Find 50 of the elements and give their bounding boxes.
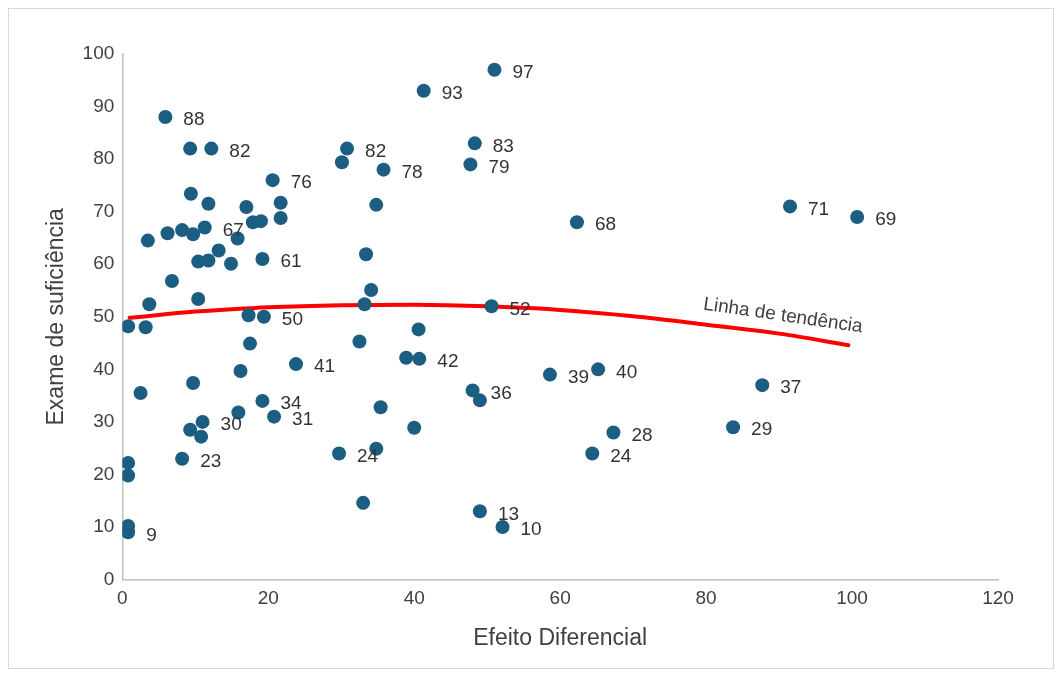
data-label: 97	[512, 61, 534, 82]
data-label: 67	[222, 218, 244, 240]
y-axis-title: Exame de suficiência	[42, 207, 69, 426]
data-label: 39	[567, 365, 590, 387]
data-label: 82	[229, 139, 251, 161]
data-label: 82	[365, 139, 387, 161]
data-label: 24	[357, 444, 379, 466]
data-label: 10	[520, 518, 542, 540]
x-axis-title: Efeito Diferencial	[473, 623, 648, 650]
y-tick-label: 50	[93, 305, 115, 327]
data-label: 36	[490, 381, 512, 403]
data-label: 88	[183, 108, 205, 130]
y-tick-label: 30	[93, 410, 115, 432]
y-tick-label: 10	[93, 515, 115, 537]
data-label: 9	[146, 523, 157, 545]
data-label: 83	[492, 134, 514, 156]
data-label: 76	[290, 171, 312, 193]
y-tick-label: 40	[93, 357, 115, 379]
data-label: 37	[780, 376, 802, 398]
data-label: 69	[875, 208, 897, 230]
data-label: 28	[631, 423, 653, 445]
data-label: 71	[808, 197, 830, 219]
y-tick-label: 60	[93, 252, 115, 274]
x-tick-label: 120	[982, 587, 1014, 609]
data-label: 93	[441, 82, 463, 104]
x-tick-label: 100	[836, 587, 868, 609]
y-tick-label: 70	[93, 199, 115, 221]
data-label: 79	[488, 155, 510, 177]
data-label: 30	[220, 413, 242, 435]
data-label: 41	[313, 355, 336, 377]
data-label: 78	[401, 160, 423, 182]
data-label: 29	[751, 418, 773, 440]
data-label: 40	[616, 360, 638, 382]
x-tick-label: 60	[549, 587, 571, 609]
y-tick-label: 80	[93, 147, 115, 169]
data-label: 50	[281, 308, 304, 330]
text: Linha de tendência	[702, 292, 865, 337]
data-label: 24	[610, 444, 632, 466]
y-tick-label: 0	[103, 567, 115, 589]
data-label: 68	[594, 213, 617, 235]
x-tick-label: 40	[403, 587, 425, 609]
y-tick-label: 90	[93, 94, 115, 116]
y-tick-label: 100	[82, 42, 115, 64]
y-tick-label: 20	[93, 462, 115, 484]
data-label: 23	[200, 449, 222, 471]
data-label: 13	[497, 502, 520, 524]
x-tick-label: 80	[695, 587, 717, 609]
x-tick-label: 20	[257, 587, 279, 609]
data-label: 61	[280, 250, 302, 272]
data-label: 42	[437, 350, 459, 372]
